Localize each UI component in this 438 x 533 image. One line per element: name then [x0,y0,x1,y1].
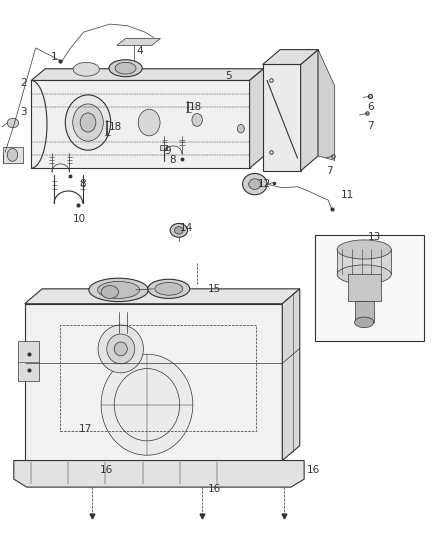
Polygon shape [283,289,300,461]
Polygon shape [14,461,304,487]
Ellipse shape [249,179,261,189]
Text: 18: 18 [189,102,202,112]
Bar [160,146,166,150]
Text: 9: 9 [164,146,171,156]
Ellipse shape [101,354,193,455]
Ellipse shape [237,124,244,133]
Ellipse shape [7,118,18,128]
Polygon shape [31,69,264,80]
Text: 15: 15 [208,284,221,294]
Text: 3: 3 [20,107,27,117]
Polygon shape [25,304,283,461]
Text: 7: 7 [367,120,374,131]
Text: 8: 8 [169,155,175,165]
Ellipse shape [337,240,391,259]
Text: 2: 2 [20,78,27,88]
Ellipse shape [98,325,144,373]
Text: 14: 14 [180,223,193,233]
Ellipse shape [174,227,183,234]
Text: 8: 8 [79,179,86,189]
Ellipse shape [80,113,96,132]
Ellipse shape [107,334,135,364]
Text: 16: 16 [306,465,320,474]
Text: 5: 5 [226,71,232,81]
Ellipse shape [148,279,190,298]
Ellipse shape [65,95,111,150]
Polygon shape [300,50,318,171]
Polygon shape [355,301,374,322]
Text: 6: 6 [367,102,374,112]
Ellipse shape [114,342,127,356]
Text: 17: 17 [79,424,92,434]
Text: 1: 1 [51,52,57,61]
Polygon shape [318,50,335,160]
Polygon shape [348,274,381,301]
Ellipse shape [101,286,119,298]
Bar [315,235,424,341]
Ellipse shape [192,114,202,126]
Ellipse shape [355,317,374,328]
Ellipse shape [337,265,391,284]
Ellipse shape [7,149,18,161]
Text: 12: 12 [258,179,272,189]
Text: 4: 4 [136,46,143,56]
Text: 16: 16 [100,465,113,474]
Ellipse shape [243,173,267,195]
Bar [3,147,22,163]
Polygon shape [117,38,160,45]
Ellipse shape [138,109,160,136]
Ellipse shape [98,281,140,298]
Polygon shape [250,69,264,168]
Ellipse shape [155,282,183,295]
Text: 16: 16 [208,484,221,494]
Polygon shape [25,289,300,304]
Ellipse shape [109,60,142,77]
Bar [18,341,39,381]
Ellipse shape [170,223,187,237]
Ellipse shape [73,62,99,76]
Text: 13: 13 [367,232,381,243]
Text: 11: 11 [341,190,354,200]
Ellipse shape [73,104,103,141]
Polygon shape [31,80,250,168]
Ellipse shape [115,62,136,74]
Text: 18: 18 [109,122,122,132]
Text: 7: 7 [326,166,332,176]
Bar [60,325,256,431]
Polygon shape [337,249,391,274]
Polygon shape [263,50,318,64]
Polygon shape [263,64,300,171]
Text: 10: 10 [73,214,86,224]
Ellipse shape [89,278,148,302]
